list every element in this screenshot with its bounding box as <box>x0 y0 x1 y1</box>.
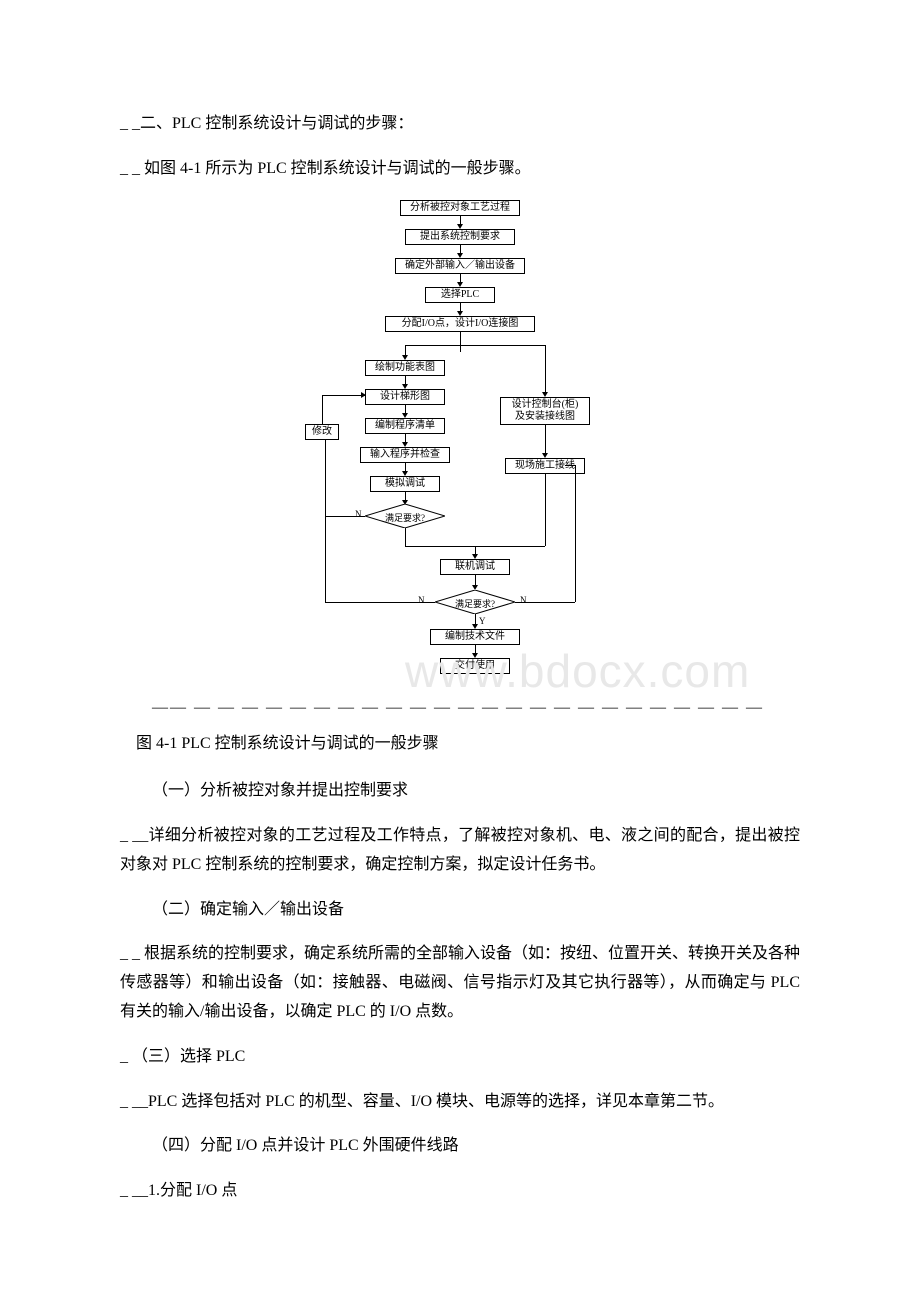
intro-text: _ _ 如图 4-1 所示为 PLC 控制系统设计与调试的一般步骤。 <box>120 155 800 184</box>
flowchart: 分析被控对象工艺过程 提出系统控制要求 确定外部输入／输出设备 选择PLC 分配… <box>305 200 615 690</box>
node-io-devices: 确定外部输入／输出设备 <box>395 258 525 274</box>
node-ladder: 设计梯形图 <box>365 389 445 405</box>
edge <box>460 345 545 346</box>
node-analyze: 分析被控对象工艺过程 <box>400 200 520 216</box>
section-3-title: _ （三）选择 PLC <box>120 1043 800 1072</box>
node-cabinet: 设计控制台(柜) 及安装接线图 <box>500 397 590 425</box>
edge <box>565 465 575 466</box>
label-no: N <box>355 506 362 522</box>
edge <box>405 345 460 346</box>
label-no: N <box>520 592 527 608</box>
label-no: N <box>418 592 425 608</box>
node-input-check: 输入程序并检查 <box>360 447 450 463</box>
edge <box>545 474 546 546</box>
node-deliver: 交付使用 <box>440 658 510 674</box>
node-modify: 修改 <box>305 424 339 440</box>
flowchart-container: 分析被控对象工艺过程 提出系统控制要求 确定外部输入／输出设备 选择PLC 分配… <box>120 200 800 690</box>
edge <box>405 528 406 546</box>
section-2-body: _ _ 根据系统的控制要求，确定系统所需的全部输入设备（如：按纽、位置开关、转换… <box>120 940 800 1026</box>
edge <box>322 395 323 424</box>
section-4-body: _ __1.分配 I/O 点 <box>120 1177 800 1206</box>
node-requirements: 提出系统控制要求 <box>405 229 515 245</box>
edge <box>545 425 546 455</box>
edge <box>325 516 326 602</box>
section-4-title: （四）分配 I/O 点并设计 PLC 外围硬件线路 <box>120 1132 800 1161</box>
node-io-allocation: 分配I/O点，设计I/O连接图 <box>385 316 535 332</box>
edge <box>322 395 365 396</box>
section-1-title: （一）分析被控对象并提出控制要求 <box>120 777 800 806</box>
node-select-plc: 选择PLC <box>425 287 495 303</box>
label-yes: Y <box>479 613 486 629</box>
edge <box>575 465 576 602</box>
section-2-title: （二）确定输入／输出设备 <box>120 896 800 925</box>
decision-1: 满足要求? <box>365 504 445 528</box>
section-3-body: _ __PLC 选择包括对 PLC 的机型、容量、I/O 模块、电源等的选择，详… <box>120 1088 800 1117</box>
node-docs: 编制技术文件 <box>430 629 520 645</box>
figure-caption: 图 4-1 PLC 控制系统设计与调试的一般步骤 <box>120 730 800 759</box>
separator-dashes: —— — — — — — — — — — — — — — — — — — — —… <box>120 694 800 723</box>
edge <box>545 345 546 395</box>
arrowhead <box>361 392 366 398</box>
edge <box>325 602 435 603</box>
node-joint-test: 联机调试 <box>440 559 510 575</box>
section-heading: _ _二、PLC 控制系统设计与调试的步骤： <box>120 110 800 139</box>
edge <box>515 602 575 603</box>
node-simulate: 模拟调试 <box>370 476 440 492</box>
edge <box>325 440 326 516</box>
section-1-body: _ __详细分析被控对象的工艺过程及工作特点，了解被控对象机、电、液之间的配合，… <box>120 822 800 880</box>
node-wiring: 现场施工接线 <box>505 458 585 474</box>
decision-2: 满足要求? <box>435 590 515 614</box>
node-program-list: 编制程序清单 <box>365 418 445 434</box>
node-function-chart: 绘制功能表图 <box>365 360 445 376</box>
edge <box>325 516 365 517</box>
edge <box>460 332 461 352</box>
